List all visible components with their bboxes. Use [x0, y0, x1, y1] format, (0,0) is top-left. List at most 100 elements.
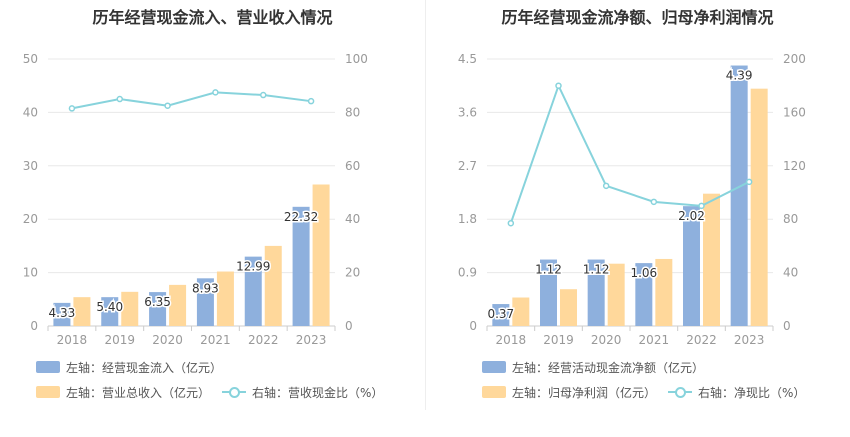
legend-label: 左轴：归母净利润（亿元）: [512, 385, 657, 400]
legend-label: 右轴：净现比（%）: [698, 385, 806, 400]
y-left-tick-label: 10: [23, 266, 38, 280]
chart-title: 历年经营现金流净额、归母净利润情况: [501, 8, 774, 27]
bar-orange: [607, 263, 625, 326]
legend-label: 右轴：营收现金比（%）: [252, 385, 384, 400]
y-left-tick-label: 0: [30, 319, 38, 333]
bar-blue: [683, 206, 700, 326]
bar-data-label: 5.40: [96, 300, 123, 314]
bar-orange: [703, 193, 720, 326]
bar-orange: [264, 245, 282, 326]
bar-blue: [635, 263, 653, 326]
x-tick-label: 2022: [248, 333, 279, 347]
x-tick-label: 2018: [496, 333, 527, 347]
legend-swatch-blue: [482, 361, 506, 373]
bar-orange: [655, 258, 673, 326]
x-tick-label: 2018: [57, 333, 88, 347]
bar-data-label: 1.12: [535, 263, 562, 277]
legend-line-marker-icon: [668, 386, 693, 398]
chart-title: 历年经营现金流入、营业收入情况: [92, 8, 333, 27]
legend-row-2: 左轴：营业总收入（亿元） 右轴：营收现金比（%）: [36, 383, 395, 401]
bar-blue: [149, 292, 167, 326]
legend-row-1: 左轴：经营活动现金流净额（亿元）: [482, 358, 716, 376]
y-right-tick-label: 120: [783, 159, 806, 173]
legend-item-bar-left[interactable]: 左轴：经营活动现金流净额（亿元）: [482, 359, 704, 376]
legend-item-line[interactable]: 右轴：净现比（%）: [668, 384, 805, 401]
legend-swatch-blue: [36, 361, 60, 373]
line-point: [745, 178, 753, 186]
legend-swatch-orange: [482, 386, 506, 398]
bar-orange: [750, 88, 768, 327]
line-point: [507, 219, 515, 227]
line-point: [260, 91, 267, 99]
y-right-tick-label: 60: [345, 159, 360, 173]
line-point: [602, 182, 610, 190]
x-tick-label: 2023: [734, 333, 765, 347]
legend-label: 左轴：营业总收入（亿元）: [66, 385, 211, 400]
panel-divider: [425, 0, 426, 410]
line-point: [212, 89, 219, 96]
bar-orange: [216, 271, 234, 326]
line-point: [555, 82, 562, 89]
legend-item-bar-right[interactable]: 左轴：归母净利润（亿元）: [482, 384, 656, 401]
bar-data-label: 2.02: [678, 209, 705, 223]
legend-item-bar-left[interactable]: 左轴：经营现金流入（亿元）: [36, 359, 222, 376]
legend-label: 左轴：经营现金流入（亿元）: [66, 360, 223, 375]
legend-item-line[interactable]: 右轴：营收现金比（%）: [222, 384, 383, 401]
bar-blue: [730, 65, 748, 326]
legend-row-1: 左轴：经营现金流入（亿元）: [36, 358, 234, 376]
line-point: [307, 97, 315, 105]
y-left-tick-label: 2.7: [458, 159, 477, 173]
x-tick-label: 2023: [296, 333, 327, 347]
bar-orange: [512, 297, 530, 326]
y-right-tick-label: 40: [783, 266, 798, 280]
line-point: [116, 95, 123, 103]
bar-blue: [492, 304, 510, 326]
bar-blue: [292, 206, 310, 326]
bar-data-label: 1.06: [630, 266, 657, 280]
chart-panel-cash-net-profit: 历年经营现金流净额、归母净利润情况 0 0 0.9 40 1.8 80 2.7 120 3.6 1…: [425, 0, 850, 437]
legend-label: 左轴：经营活动现金流净额（亿元）: [512, 360, 705, 375]
x-tick-label: 2019: [543, 333, 574, 347]
x-tick-label: 2020: [591, 333, 622, 347]
line-series: [71, 91, 312, 110]
x-tick-label: 2020: [152, 333, 183, 347]
y-right-tick-label: 40: [345, 212, 360, 226]
legend-item-bar-right[interactable]: 左轴：营业总收入（亿元）: [36, 384, 210, 401]
x-tick-label: 2021: [639, 333, 670, 347]
bar-blue: [244, 256, 262, 326]
bar-data-label: 12.99: [236, 260, 270, 274]
x-tick-label: 2019: [104, 333, 135, 347]
bar-orange: [73, 297, 91, 326]
x-tick-label: 2022: [686, 333, 717, 347]
chart-panel-cash-inflow-revenue: 历年经营现金流入、营业收入情况 0 0 10 20 20 40 30 60 40 80 50 100 2…: [23, 8, 395, 401]
bar-blue: [53, 302, 71, 326]
bar-blue: [101, 297, 119, 326]
bar-data-label: 4.39: [726, 69, 753, 83]
legend-swatch-orange: [36, 386, 60, 398]
y-left-tick-label: 4.5: [458, 52, 477, 66]
line-point: [68, 105, 76, 112]
bar-blue: [196, 278, 214, 326]
y-right-tick-label: 0: [345, 319, 353, 333]
y-right-tick-label: 80: [345, 105, 360, 119]
bar-blue: [587, 259, 605, 326]
y-left-tick-label: 3.6: [458, 105, 477, 119]
y-left-tick-label: 30: [23, 159, 38, 173]
x-tick-label: 2021: [200, 333, 231, 347]
y-right-tick-label: 200: [783, 52, 806, 66]
bar-data-label: 22.32: [284, 210, 318, 224]
y-right-tick-label: 80: [783, 212, 798, 226]
bar-orange: [169, 284, 187, 326]
legend-row-2: 左轴：归母净利润（亿元） 右轴：净现比（%）: [482, 383, 817, 401]
bar-data-label: 4.33: [49, 306, 76, 320]
chart-cash-net-profit: 0 0 0.9 40 1.8 80 2.7 120 3.6 160 4.5 200 2018 2019 20…: [458, 52, 806, 347]
y-left-tick-label: 20: [23, 212, 38, 226]
y-right-tick-label: 0: [783, 319, 791, 333]
line-point: [650, 198, 658, 206]
y-right-tick-label: 100: [345, 52, 368, 66]
bar-data-label: 6.35: [144, 295, 171, 309]
y-left-tick-label: 50: [23, 52, 38, 66]
y-left-tick-label: 40: [23, 105, 38, 119]
legend-line-marker-icon: [222, 386, 247, 398]
